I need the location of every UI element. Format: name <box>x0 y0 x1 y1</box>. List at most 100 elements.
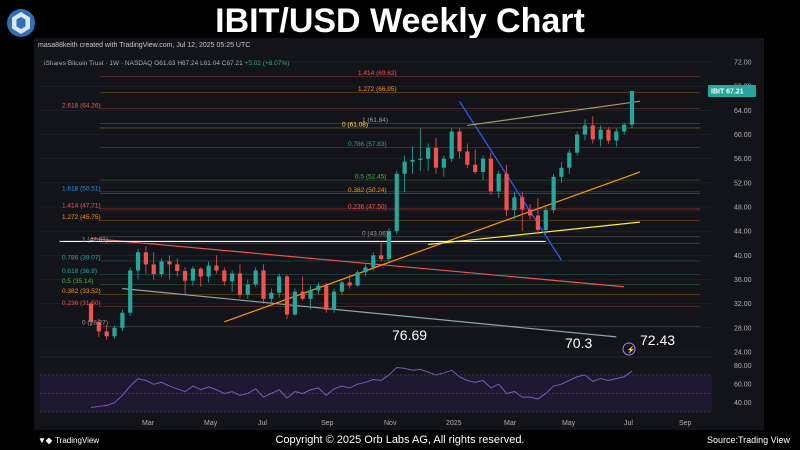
candle-body <box>402 161 407 174</box>
candle-body <box>629 90 635 125</box>
tradingview-icon: ▼◆ <box>38 436 53 445</box>
candle-body <box>175 264 180 272</box>
candle-body <box>551 176 556 211</box>
fib-level-label: 1.414 (69.62) <box>358 70 397 77</box>
candle-body <box>543 210 548 230</box>
candle-body <box>261 270 266 299</box>
candle-body <box>449 131 454 159</box>
candle-body <box>190 268 196 281</box>
fib-level-label: 1 (61.84) <box>362 117 388 124</box>
candle-body <box>386 231 392 259</box>
candle-body <box>292 291 297 315</box>
candle-body <box>206 265 211 277</box>
candle-body <box>504 173 509 211</box>
candle-body <box>520 197 525 210</box>
price-axis-label: 52.00 <box>734 180 752 187</box>
candle-body <box>410 159 415 162</box>
candle-body <box>575 134 580 153</box>
candle-body <box>394 173 399 232</box>
candle-body <box>88 303 94 322</box>
candle-body <box>559 167 564 177</box>
candle-body <box>622 124 627 132</box>
copyright-text: Copyright © 2025 Orb Labs AG, All rights… <box>275 434 525 446</box>
candle-body <box>590 125 595 140</box>
time-axis-label: May <box>562 420 576 427</box>
candle-body <box>496 173 501 192</box>
candle-body <box>441 158 446 168</box>
symbol-name: iShares Bitcoin Trust · 1W · NASDAQ <box>44 60 153 67</box>
candle-body <box>120 312 125 328</box>
tradingview-brand: ▼◆ TradingView <box>38 436 99 445</box>
trendline <box>459 100 562 261</box>
candle-body <box>480 158 486 172</box>
candle-body <box>606 129 611 141</box>
candle-body <box>457 131 462 152</box>
symbol-change: +5.02 (+8.07%) <box>244 60 290 67</box>
candle-body <box>535 215 541 230</box>
orb-logo <box>6 8 36 38</box>
candle-body <box>135 252 141 271</box>
candle-body <box>104 331 109 337</box>
price-axis-label: 44.00 <box>734 229 752 236</box>
candle-body <box>433 147 439 168</box>
trendline <box>467 100 640 127</box>
overlay-number: 70.3 <box>565 335 592 351</box>
price-axis-label: 24.00 <box>734 350 752 357</box>
candle-body <box>331 291 337 310</box>
candle-body <box>214 265 219 271</box>
candle-body <box>488 158 493 192</box>
candle-body <box>245 284 250 295</box>
candle-body <box>159 261 164 275</box>
candle-body <box>339 282 344 292</box>
chart-credit: masa88keith created with TradingView.com… <box>38 42 251 49</box>
fib-level-label: 0.382 (50.24) <box>348 187 387 194</box>
candle-body <box>363 267 368 273</box>
trendline <box>428 221 640 246</box>
rsi-line <box>90 366 633 408</box>
price-axis-label: 48.00 <box>734 205 752 212</box>
time-axis-label: Jul <box>624 420 633 427</box>
alert-icon-glyph: ⚡ <box>627 345 636 354</box>
price-badge-text: IBIT 67.21 <box>711 88 744 95</box>
candle-body <box>182 271 188 281</box>
price-axis-label: 56.00 <box>734 156 752 163</box>
candle-body <box>527 209 533 216</box>
candle-body <box>473 164 478 172</box>
rsi-axis-label: 60.00 <box>734 382 752 389</box>
price-axis-label: 36.00 <box>734 277 752 284</box>
price-axis-label: 72.00 <box>734 60 752 67</box>
candle-body <box>237 273 243 295</box>
fib-level-label: 0 (43.06) <box>362 230 388 237</box>
price-badge <box>708 84 756 97</box>
candle-body <box>598 129 603 140</box>
candle-body <box>324 285 329 310</box>
alert-icon <box>622 342 636 356</box>
candle-body <box>371 255 376 268</box>
candle-body <box>512 197 517 211</box>
candle-body <box>222 270 227 282</box>
price-axis-label: 60.00 <box>734 132 752 139</box>
price-axis-label: 64.00 <box>734 108 752 115</box>
fib-level-label: 1 (42.01) <box>82 237 108 244</box>
fib-level-label: 0.786 (57.83) <box>348 141 387 148</box>
page-title: IBIT/USD Weekly Chart <box>215 2 585 40</box>
fib-level-label: 0.618 (36.8) <box>62 268 97 275</box>
candle-body <box>151 264 156 275</box>
symbol-info: iShares Bitcoin Trust · 1W · NASDAQ O61.… <box>44 60 289 67</box>
candle-body <box>143 252 148 265</box>
candle-body <box>426 147 431 159</box>
fib-level-label: 0 (28.27) <box>82 320 108 327</box>
time-axis-label: 2025 <box>446 420 462 427</box>
rsi-axis-label: 80.00 <box>734 363 752 370</box>
time-axis-label: May <box>204 420 218 427</box>
price-axis-label: 32.00 <box>734 301 752 308</box>
time-axis-label: Nov <box>384 420 397 427</box>
fib-level-label: 0.5 (52.45) <box>355 174 386 181</box>
fib-level-label: 1.272 (45.75) <box>62 214 101 221</box>
candle-body <box>277 276 282 293</box>
fib-level-label: 0 (61.08) <box>342 121 368 128</box>
candle-body <box>300 291 305 299</box>
overlay-number: 72.43 <box>640 332 675 348</box>
candle-body <box>582 125 588 135</box>
